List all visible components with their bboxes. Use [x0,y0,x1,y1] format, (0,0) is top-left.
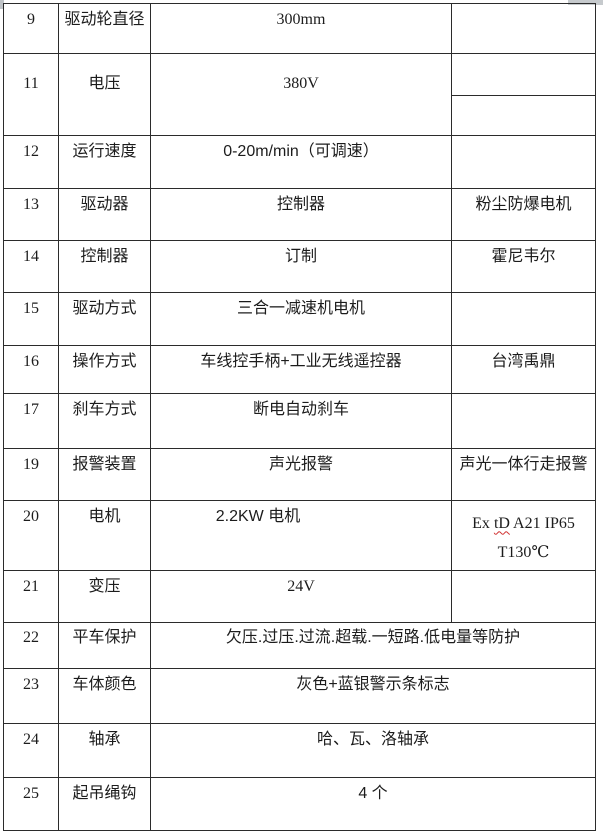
spec-value-cell[interactable]: 欠压.过压.过流.超载.一短路.低电量等防护 [151,623,596,669]
screenshot-artifact-top-left [0,0,4,9]
table-row-17: 17 刹车方式 断电自动刹车 [4,394,596,449]
remark-line: Ex tD A21 IP65 [472,509,575,538]
spec-remark-cell[interactable] [452,4,596,54]
spec-value-cell[interactable]: 4 个 [151,778,596,831]
row-number-cell[interactable]: 23 [4,669,59,724]
table-row-19: 19 报警装置 声光报警 声光一体行走报警 [4,449,596,501]
spec-value-cell[interactable]: 0-20m/min（可调速） [151,136,452,189]
spec-name-cell[interactable]: 驱动轮直径 [59,4,151,54]
spec-value-cell[interactable]: 哈、瓦、洛轴承 [151,724,596,778]
spec-name-cell[interactable]: 电机 [59,501,151,571]
spec-name-cell[interactable]: 操作方式 [59,346,151,394]
empty-subcell-bottom[interactable] [452,96,595,135]
spec-value-cell[interactable]: 380V [151,54,452,136]
remark-text: A21 IP65 [509,514,575,532]
table-row-16: 16 操作方式 车线控手柄+工业无线遥控器 台湾禹鼎 [4,346,596,394]
spec-value-cell[interactable]: 声光报警 [151,449,452,501]
row-number-cell[interactable]: 11 [4,54,59,136]
spec-name-cell[interactable]: 变压 [59,571,151,623]
screenshot-artifact-top-right [568,0,603,5]
spec-value-cell[interactable]: 24V [151,571,452,623]
spec-name-cell[interactable]: 起吊绳钩 [59,778,151,831]
row-number-cell[interactable]: 15 [4,293,59,346]
row-number-cell[interactable]: 17 [4,394,59,449]
row-number-cell[interactable]: 25 [4,778,59,831]
spec-remark-cell[interactable] [452,394,596,449]
spec-remark-cell[interactable]: Ex tD A21 IP65 T130℃ [452,501,596,571]
remark-text: Ex [472,514,494,532]
table-row-22: 22 平车保护 欠压.过压.过流.超载.一短路.低电量等防护 [4,623,596,669]
row-number-cell[interactable]: 22 [4,623,59,669]
spec-table: 9 驱动轮直径 300mm 11 电压 380V 12 运行速度 0-20m/min（可调速） 1… [3,3,596,831]
empty-subcell-top[interactable] [452,54,595,96]
spec-name-cell[interactable]: 运行速度 [59,136,151,189]
spec-name-cell[interactable]: 报警装置 [59,449,151,501]
row-number-cell[interactable]: 13 [4,189,59,241]
row-number-cell[interactable]: 12 [4,136,59,189]
spec-value-cell[interactable]: 2.2KW 电机 [151,501,452,571]
spec-name-cell[interactable]: 电压 [59,54,151,136]
table-row-11: 11 电压 380V [4,54,596,136]
spec-remark-cell[interactable]: 声光一体行走报警 [452,449,596,501]
spec-value-cell[interactable]: 300mm [151,4,452,54]
row-number-cell[interactable]: 24 [4,724,59,778]
spec-value-cell[interactable]: 灰色+蓝银警示条标志 [151,669,596,724]
table-row-20: 20 电机 2.2KW 电机 Ex tD A21 IP65 T130℃ [4,501,596,571]
spellcheck-underlined-text: tD [493,514,510,532]
spec-value-cell[interactable]: 控制器 [151,189,452,241]
spec-name-cell[interactable]: 驱动器 [59,189,151,241]
row-number-cell[interactable]: 9 [4,4,59,54]
spec-remark-cell[interactable] [452,293,596,346]
spec-remark-cell[interactable]: 霍尼韦尔 [452,241,596,293]
spec-name-cell[interactable]: 车体颜色 [59,669,151,724]
spec-remark-cell[interactable] [452,571,596,623]
table-row-21: 21 变压 24V [4,571,596,623]
spec-name-cell[interactable]: 平车保护 [59,623,151,669]
spec-remark-cell[interactable]: 粉尘防爆电机 [452,189,596,241]
table-row-25: 25 起吊绳钩 4 个 [4,778,596,831]
row-number-cell[interactable]: 19 [4,449,59,501]
spec-remark-cell[interactable] [452,136,596,189]
spec-name-cell[interactable]: 控制器 [59,241,151,293]
spec-remark-cell[interactable]: 台湾禹鼎 [452,346,596,394]
spec-name-cell[interactable]: 轴承 [59,724,151,778]
table-row-12: 12 运行速度 0-20m/min（可调速） [4,136,596,189]
spec-value-cell[interactable]: 车线控手柄+工业无线遥控器 [151,346,452,394]
remark-text: T130℃ [497,543,550,561]
table-row-23: 23 车体颜色 灰色+蓝银警示条标志 [4,669,596,724]
spec-name-cell[interactable]: 刹车方式 [59,394,151,449]
row-number-cell[interactable]: 16 [4,346,59,394]
table-row-24: 24 轴承 哈、瓦、洛轴承 [4,724,596,778]
row-number-cell[interactable]: 20 [4,501,59,571]
remark-line: T130℃ [498,538,550,567]
spec-value-cell[interactable]: 断电自动刹车 [151,394,452,449]
spec-value-cell[interactable]: 三合一减速机电机 [151,293,452,346]
table-row-14: 14 控制器 订制 霍尼韦尔 [4,241,596,293]
spec-remark-cell[interactable] [452,54,596,136]
row-number-cell[interactable]: 14 [4,241,59,293]
table-row-13: 13 驱动器 控制器 粉尘防爆电机 [4,189,596,241]
spec-name-cell[interactable]: 驱动方式 [59,293,151,346]
table-row-9: 9 驱动轮直径 300mm [4,4,596,54]
table-row-15: 15 驱动方式 三合一减速机电机 [4,293,596,346]
spec-table-rows: 9 驱动轮直径 300mm 11 电压 380V 12 运行速度 0-20m/min（可调速） 1… [4,4,596,831]
row-number-cell[interactable]: 21 [4,571,59,623]
spec-value-cell[interactable]: 订制 [151,241,452,293]
